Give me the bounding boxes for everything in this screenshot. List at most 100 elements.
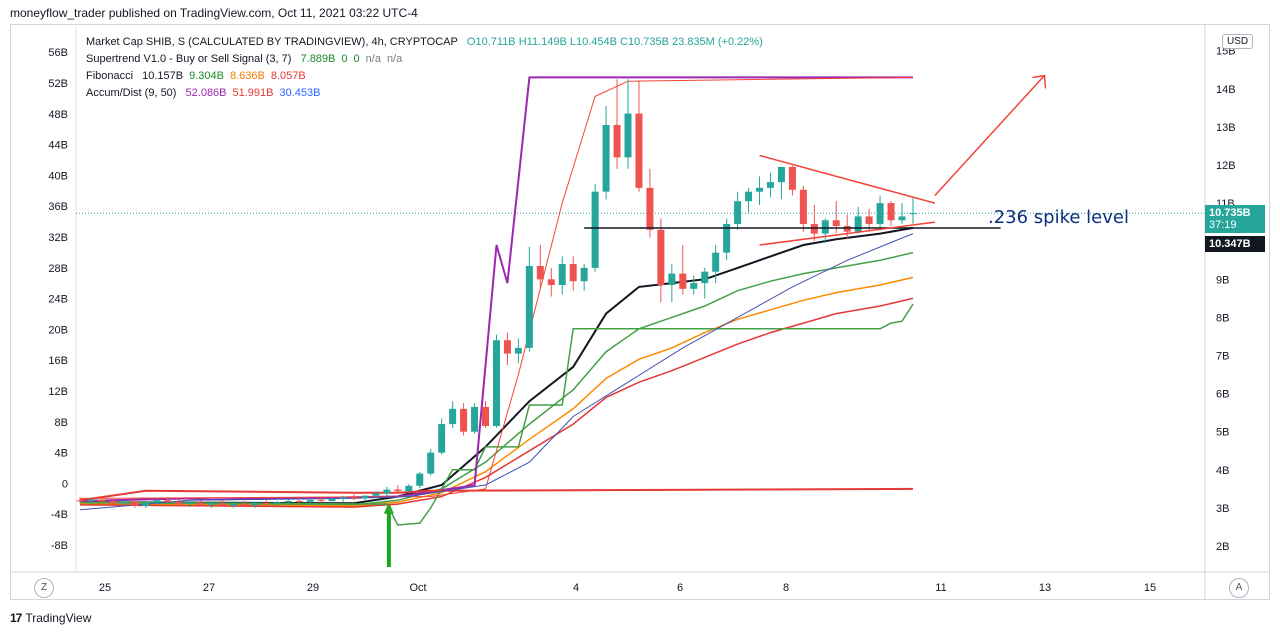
candle-body — [131, 501, 139, 506]
candle-body — [262, 502, 270, 505]
candle-body — [854, 216, 862, 232]
x-axis-tick: 8 — [783, 582, 789, 594]
candle-body — [624, 113, 632, 158]
candle-body — [328, 498, 336, 502]
candle-body — [186, 502, 194, 505]
candle-body — [503, 340, 511, 354]
candle-body — [898, 216, 906, 221]
candle-body — [416, 473, 424, 486]
legend-ohlc: O10.711B H11.149B L10.454B C10.735B 23.8… — [466, 36, 763, 48]
legend-supertrend-values: 7.889B 0 0 n/a n/a — [301, 53, 409, 65]
indicator-supertrend — [79, 303, 914, 526]
candle-body — [876, 203, 884, 225]
candle-body — [646, 187, 654, 230]
candle-body — [383, 489, 391, 494]
candle-body — [712, 252, 720, 272]
left-axis-tick: -8B — [51, 540, 68, 552]
current-price-label: 10.735B — [1209, 207, 1251, 220]
right-axis-tick: 13B — [1216, 122, 1236, 134]
tradingview-logo[interactable]: 17 TradingView — [10, 611, 91, 625]
candle-body — [361, 495, 369, 499]
supertrend-value-1: 0 — [341, 53, 348, 65]
spike-level-annotation: .236 spike level — [988, 207, 1129, 228]
left-axis-tick: 8B — [55, 417, 68, 429]
drawing-lower_wedge — [759, 221, 935, 246]
candle-body — [580, 267, 588, 282]
candle-body — [777, 166, 785, 183]
x-axis-tick: 6 — [677, 582, 683, 594]
candle-body — [887, 203, 895, 221]
supertrend-value-3: n/a — [365, 53, 381, 65]
candle-body — [482, 406, 490, 426]
right-axis-tick: 3B — [1216, 503, 1229, 515]
candle-body — [569, 264, 577, 282]
buy-signal-bar — [386, 505, 391, 567]
x-axis-tick: 4 — [573, 582, 579, 594]
candle-body — [909, 213, 917, 215]
candle-body — [799, 189, 807, 225]
x-axis-tick: 15 — [1144, 582, 1156, 594]
legend-supertrend[interactable]: Supertrend V1.0 - Buy or Sell Signal (3,… — [86, 51, 769, 68]
legend-accum[interactable]: Accum/Dist (9, 50) 52.086B 51.991B 30.453B — [86, 85, 769, 102]
candle-body — [810, 224, 818, 234]
candle-body — [76, 500, 84, 502]
candle-body — [591, 191, 599, 268]
supertrend-value-0: 7.889B — [300, 53, 336, 65]
candle-body — [613, 124, 621, 158]
candle-body — [865, 216, 873, 225]
zoom-button[interactable]: Z — [34, 578, 54, 598]
legend-accum-values: 52.086B 51.991B 30.453B — [186, 87, 327, 99]
left-axis-tick: 24B — [48, 294, 68, 306]
left-axis-tick: 52B — [48, 78, 68, 90]
target-arrow-head — [1032, 74, 1047, 89]
left-axis-tick: 48B — [48, 109, 68, 121]
countdown-label: 37:19 — [1209, 219, 1237, 232]
right-axis-tick: 12B — [1216, 160, 1236, 172]
x-axis-tick: 25 — [99, 582, 111, 594]
candle-body — [821, 220, 829, 234]
candle-body — [350, 497, 358, 499]
x-axis-tick: 13 — [1039, 582, 1051, 594]
candle-body — [788, 166, 796, 190]
legend-main-label: Market Cap SHIB, S (CALCULATED BY TRADIN… — [86, 36, 458, 48]
candle-body — [240, 503, 248, 506]
left-axis-tick: 36B — [48, 201, 68, 213]
candle-body — [142, 502, 150, 506]
x-axis-tick: 27 — [203, 582, 215, 594]
supertrend-value-2: 0 — [353, 53, 360, 65]
candle-body — [514, 347, 522, 354]
candle-body — [164, 500, 172, 502]
candle-body — [208, 503, 216, 505]
level-price-label: 10.347B — [1209, 237, 1251, 250]
candle-body — [657, 229, 665, 286]
candle-body — [536, 265, 544, 280]
candle-body — [679, 273, 687, 289]
candle-body — [251, 502, 259, 506]
currency-button[interactable]: USD — [1222, 34, 1254, 49]
left-axis-tick: -4B — [51, 509, 68, 521]
left-axis-tick: 16B — [48, 355, 68, 367]
legend-main[interactable]: Market Cap SHIB, S (CALCULATED BY TRADIN… — [86, 34, 769, 51]
legend-fibonacci[interactable]: Fibonacci 10.157B 9.304B 8.636B 8.057B — [86, 68, 769, 85]
right-axis-tick: 8B — [1216, 312, 1229, 324]
level-price-tag: 10.347B — [1205, 235, 1265, 252]
indicator-fib_main — [79, 226, 914, 505]
right-axis-tick: 4B — [1216, 465, 1229, 477]
auto-scale-button[interactable]: A — [1229, 578, 1249, 598]
candle-body — [218, 503, 226, 506]
candle-body — [120, 501, 128, 504]
candle-body — [372, 493, 380, 496]
fibonacci-value-2: 8.636B — [230, 70, 265, 82]
candle-body — [635, 113, 643, 188]
candle-body — [306, 499, 314, 502]
chart-frame[interactable] — [10, 24, 1270, 600]
fibonacci-value-0: 10.157B — [142, 70, 184, 82]
left-axis-tick: 12B — [48, 386, 68, 398]
candle-body — [690, 283, 698, 289]
right-axis-tick: 7B — [1216, 351, 1229, 363]
candle-body — [175, 501, 183, 505]
candle-body — [843, 225, 851, 232]
candle-body — [492, 340, 500, 426]
candle-body — [471, 406, 479, 432]
